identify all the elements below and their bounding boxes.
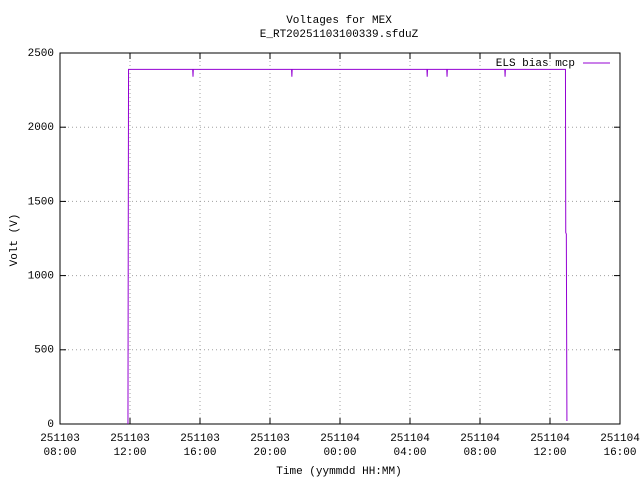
- x-tick-label: 251103 16:00: [180, 433, 220, 459]
- x-tick-label: 251104 08:00: [460, 433, 500, 459]
- chart-title: Voltages for MEX: [286, 15, 392, 27]
- y-tick-label: 1500: [28, 196, 54, 208]
- plot-frame: [59, 52, 621, 425]
- y-tick-label: 1000: [28, 271, 54, 283]
- y-tick-label: 500: [34, 345, 54, 357]
- x-tick-label: 251104 04:00: [390, 433, 430, 459]
- x-tick-label: 251104 12:00: [530, 433, 570, 459]
- x-tick-label: 251103 12:00: [110, 433, 150, 459]
- x-tick-label: 251104 16:00: [600, 433, 640, 459]
- x-tick-label: 251103 08:00: [40, 433, 80, 459]
- y-tick-label: 2500: [28, 48, 54, 60]
- y-tick-label: 2000: [28, 122, 54, 134]
- data-line: [127, 68, 568, 425]
- x-tick-label: 251104 00:00: [320, 433, 360, 459]
- y-axis-label: Volt (V): [9, 214, 21, 267]
- x-tick-label: 251103 20:00: [250, 433, 290, 459]
- chart-subtitle: E_RT20251103100339.sfduZ: [260, 29, 419, 41]
- x-axis-label: Time (yymmdd HH:MM): [276, 466, 401, 478]
- y-tick-label: 0: [47, 419, 54, 431]
- legend-label: ELS bias mcp: [496, 58, 575, 70]
